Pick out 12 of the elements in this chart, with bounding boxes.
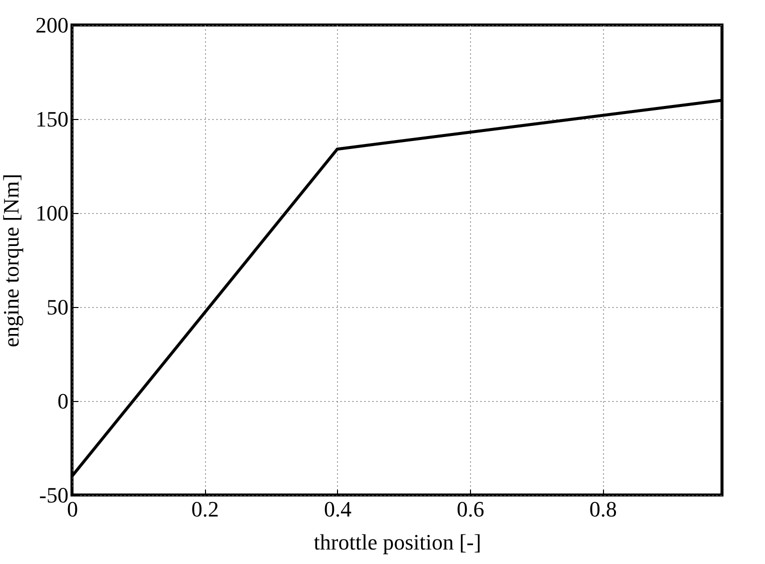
y-axis-title: engine torque [Nm] — [0, 174, 24, 348]
x-tick-label: 0.2 — [191, 496, 219, 522]
y-tick-label: 100 — [36, 200, 68, 226]
y-tick-label: 50 — [46, 294, 68, 320]
y-tick-label: -50 — [39, 482, 68, 508]
x-tick-label: 0.6 — [456, 496, 484, 522]
y-tick-label: 150 — [36, 106, 68, 132]
y-tick-label: 200 — [36, 12, 68, 38]
x-tick-label: 0.4 — [324, 496, 352, 522]
x-axis-title: throttle position [-] — [314, 530, 482, 554]
y-tick-label: 0 — [58, 388, 68, 414]
x-tick-label: 0.8 — [589, 496, 617, 522]
